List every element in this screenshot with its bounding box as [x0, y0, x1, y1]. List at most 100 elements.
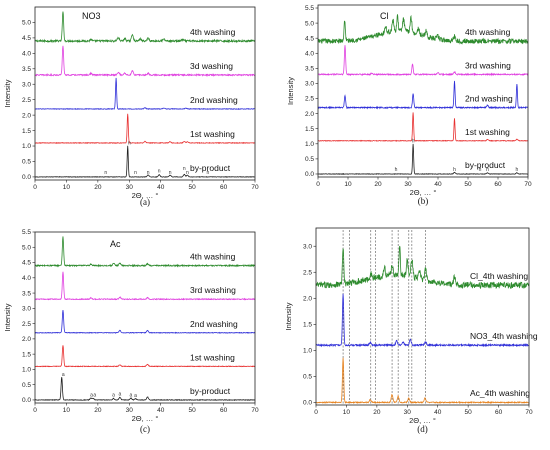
- peak-marker: a: [90, 392, 93, 398]
- peak-marker: n: [183, 166, 186, 172]
- peak-marker: n: [104, 170, 107, 176]
- y-tick-label: 2.0: [22, 336, 31, 343]
- peak-marker: n: [186, 170, 189, 176]
- series-line-no3-4th-washing: [315, 293, 530, 348]
- series-label: by-product: [190, 386, 231, 396]
- x-tick-label: 30: [126, 407, 134, 414]
- y-tick-label: 0.0: [305, 171, 314, 178]
- y-tick-label: 3.0: [303, 243, 312, 250]
- y-tick-label: 4.0: [305, 50, 314, 57]
- y-tick-label: 3.5: [22, 290, 31, 297]
- series-label: 4th washing: [190, 252, 236, 262]
- y-tick-label: 3.0: [22, 81, 31, 88]
- y-tick-label: 1.0: [303, 348, 312, 355]
- series-label: 4th washing: [465, 27, 511, 37]
- series-label: 2nd washing: [190, 319, 238, 329]
- x-tick-label: 40: [434, 181, 442, 188]
- peak-marker: n: [147, 170, 150, 176]
- series-label: 2nd washing: [465, 94, 513, 104]
- y-tick-label: 1.5: [22, 128, 31, 135]
- y-tick-label: 0.5: [303, 374, 312, 381]
- y-tick-label: 2.5: [22, 321, 31, 328]
- peak-marker: h: [516, 167, 519, 173]
- peak-marker: a: [118, 391, 121, 397]
- y-tick-label: 5.5: [305, 5, 314, 12]
- x-tick-label: 20: [374, 181, 382, 188]
- series-line-2nd-washing: [34, 309, 256, 334]
- x-tick-label: 40: [157, 184, 165, 191]
- y-tick-label: 4.5: [22, 260, 31, 267]
- x-tick-label: 10: [344, 181, 352, 188]
- x-tick-label: 40: [434, 409, 442, 416]
- y-tick-label: 0.5: [305, 156, 314, 163]
- peak-marker: h: [395, 167, 398, 173]
- y-tick-label: 2.0: [303, 295, 312, 302]
- peak-marker: n: [134, 170, 137, 176]
- x-axis-label: 2Θ, … °: [132, 414, 159, 423]
- y-tick-label: 4.0: [22, 275, 31, 282]
- panel-caption: (d): [417, 424, 428, 434]
- chart-panel-c: 4th washing 3rd washing 2nd washing 1st was…: [3, 229, 259, 434]
- x-tick-label: 70: [524, 181, 532, 188]
- x-axis-label: 2Θ, … °: [132, 191, 159, 200]
- x-tick-label: 20: [373, 409, 381, 416]
- x-tick-label: 30: [404, 181, 412, 188]
- x-tick-label: 50: [465, 409, 473, 416]
- panel-caption: (a): [140, 197, 150, 207]
- x-tick-label: 10: [63, 407, 71, 414]
- x-tick-label: 50: [464, 181, 472, 188]
- series-line-3d-washing: [34, 45, 256, 78]
- series-label: 3rd washing: [465, 60, 511, 70]
- y-axis-label: Intensity: [286, 77, 295, 105]
- peak-marker: a: [112, 392, 115, 398]
- peak-marker: n: [158, 168, 161, 174]
- y-tick-label: 2.5: [303, 269, 312, 276]
- x-tick-label: 10: [343, 409, 351, 416]
- panel-title: Cl: [380, 11, 389, 21]
- plot-frame: [317, 4, 529, 178]
- x-tick-label: 30: [126, 184, 134, 191]
- peak-marker: a: [129, 392, 132, 398]
- series-line-by-product: [317, 143, 529, 175]
- x-tick-label: 70: [251, 407, 259, 414]
- y-axis-label: Intensity: [284, 302, 293, 330]
- x-tick-label: 60: [494, 181, 502, 188]
- y-tick-label: 4.0: [22, 51, 31, 58]
- series-label: 4th washing: [190, 27, 236, 37]
- peak-marker: h: [412, 138, 415, 144]
- x-tick-label: 10: [63, 184, 71, 191]
- series-label: 3rd washing: [190, 285, 236, 295]
- y-tick-label: 3.0: [22, 306, 31, 313]
- series-line-4th-washing: [34, 11, 256, 44]
- series-label: 3d washing: [190, 61, 233, 71]
- x-tick-label: 50: [189, 184, 197, 191]
- series-line-2nd-washing: [34, 77, 256, 111]
- x-tick-label: 40: [157, 407, 165, 414]
- peak-marker: h: [479, 167, 482, 173]
- y-tick-label: 5.0: [22, 20, 31, 27]
- x-axis-label: 2Θ, … °: [409, 416, 436, 425]
- x-tick-label: 20: [94, 407, 102, 414]
- x-tick-label: 0: [33, 184, 37, 191]
- y-tick-label: 4.5: [22, 35, 31, 42]
- y-tick-label: 1.5: [303, 322, 312, 329]
- x-tick-label: 60: [495, 409, 503, 416]
- peak-marker: a: [134, 393, 137, 399]
- peak-marker: n: [206, 170, 209, 176]
- plot-frame: [34, 6, 256, 181]
- y-tick-label: 2.5: [305, 96, 314, 103]
- y-tick-label: 0.0: [22, 397, 31, 404]
- panel-title: Ac: [110, 239, 121, 249]
- series-label: by-product: [465, 160, 506, 170]
- y-tick-label: 5.5: [22, 229, 31, 236]
- x-tick-label: 60: [220, 184, 228, 191]
- x-tick-label: 70: [525, 409, 533, 416]
- peak-marker: h: [453, 167, 456, 173]
- y-tick-label: 5.0: [305, 20, 314, 27]
- y-tick-label: 2.0: [22, 112, 31, 119]
- series-label: 1st washing: [465, 127, 510, 137]
- y-tick-label: 2.5: [22, 97, 31, 104]
- x-tick-label: 0: [33, 407, 37, 414]
- x-tick-label: 70: [251, 184, 259, 191]
